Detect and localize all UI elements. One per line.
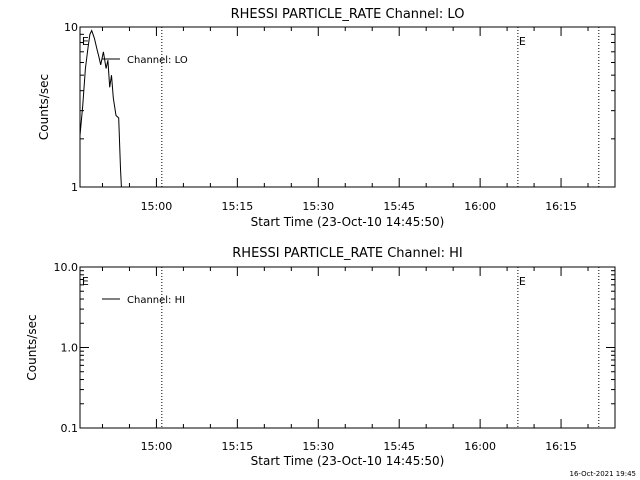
- x-tick-label-1: 16:15: [545, 440, 577, 453]
- x-tick-label-0: 15:45: [383, 200, 415, 213]
- x-tick-label-0: 15:00: [141, 200, 173, 213]
- legend-label-1: Channel: HI: [127, 295, 185, 306]
- y-axis-label-0: Counts/sec: [37, 74, 51, 140]
- y-tick-label-1: 10.0: [54, 261, 79, 274]
- x-tick-label-1: 15:45: [383, 440, 415, 453]
- marker-label-1: E: [519, 275, 526, 288]
- y-tick-label-0: 10: [64, 21, 78, 34]
- x-axis-label-1: Start Time (23-Oct-10 14:45:50): [251, 454, 445, 468]
- x-tick-label-1: 16:00: [464, 440, 496, 453]
- marker-label-1: E: [82, 275, 89, 288]
- x-tick-label-1: 15:30: [302, 440, 334, 453]
- x-tick-label-0: 16:15: [545, 200, 577, 213]
- x-tick-label-0: 16:00: [464, 200, 496, 213]
- x-tick-label-1: 15:15: [222, 440, 254, 453]
- x-axis-label-0: Start Time (23-Oct-10 14:45:50): [251, 215, 445, 229]
- x-tick-label-0: 15:30: [302, 200, 334, 213]
- plot-frame-0: [79, 26, 616, 188]
- marker-label-0: E: [519, 35, 526, 48]
- chart-title-1: RHESSI PARTICLE_RATE Channel: HI: [232, 246, 462, 261]
- y-tick-label-1: 1.0: [61, 342, 79, 355]
- y-tick-label-0: 1: [71, 181, 78, 194]
- plot-frame-1: [79, 266, 616, 429]
- x-tick-label-1: 15:00: [141, 440, 173, 453]
- marker-label-0: E: [82, 35, 89, 48]
- chart-title-0: RHESSI PARTICLE_RATE Channel: LO: [231, 7, 465, 22]
- footer-timestamp: 16-Oct-2021 19:45: [570, 470, 636, 478]
- y-axis-label-1: Counts/sec: [25, 314, 39, 380]
- y-tick-label-1: 0.1: [61, 422, 79, 435]
- legend-label-0: Channel: LO: [127, 55, 188, 66]
- x-tick-label-0: 15:15: [222, 200, 254, 213]
- series-line-0: [79, 29, 122, 188]
